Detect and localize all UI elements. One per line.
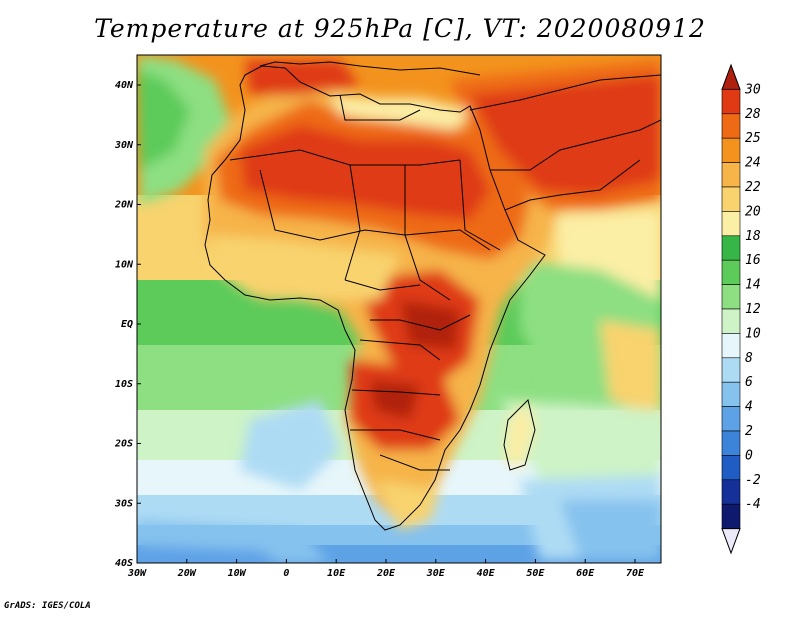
latitude-axis: 40N 30N 20N 10N EQ 10S 20S 30S 40S	[114, 80, 141, 569]
colorbar-swatch	[721, 308, 741, 334]
colorbar-swatch	[721, 113, 741, 139]
lat-tick-label: EQ	[121, 319, 133, 330]
colorbar-swatch	[721, 333, 741, 359]
temperature-field	[137, 55, 661, 563]
lon-tick-label: 0	[283, 568, 289, 579]
coastlines	[204, 61, 661, 531]
lat-tick-label: 30S	[114, 498, 133, 509]
lon-tick-label: 20E	[376, 568, 396, 579]
lon-tick-label: 10W	[228, 568, 247, 579]
colorbar-swatch	[721, 357, 741, 383]
map-title: Temperature at 925hPa [C], VT: 202008091…	[94, 14, 706, 43]
colorbar-swatch	[721, 186, 741, 212]
colorbar-swatch	[721, 284, 741, 310]
colorbar-label: 4	[745, 400, 753, 415]
colorbar-swatch	[721, 503, 741, 529]
lon-tick-label: 50E	[526, 568, 545, 579]
colorbar-swatch	[721, 381, 741, 407]
lon-tick-label: 40E	[477, 568, 496, 579]
lat-tick-label: 10N	[115, 259, 134, 270]
colorbar-swatch	[721, 259, 741, 285]
colorbar-swatch	[721, 63, 741, 90]
colorbar-label: 10	[745, 326, 761, 341]
colorbar-label: 6	[745, 375, 753, 390]
longitude-axis: 30W 20W 10W 0 10E 20E 30E 40E 50E 60E 70E	[127, 559, 645, 579]
colorbar-swatch	[721, 89, 741, 115]
colorbar-swatch	[721, 235, 741, 261]
lat-tick-label: 20S	[114, 439, 133, 450]
colorbar-label: 22	[745, 180, 761, 195]
lat-tick-label: 30N	[114, 140, 134, 151]
credit-text: GrADS: IGES/COLA	[4, 601, 91, 611]
colorbar-label: 25	[745, 131, 761, 146]
colorbar-label: 16	[745, 253, 761, 268]
lon-tick-label: 30W	[127, 568, 147, 579]
colorbar-label: 30	[744, 82, 761, 97]
lon-tick-label: 30E	[426, 568, 446, 579]
colorbar-swatch	[721, 479, 741, 505]
lon-tick-label: 10E	[327, 568, 346, 579]
colorbar-label: 28	[745, 107, 761, 122]
colorbar-swatch	[721, 455, 741, 481]
colorbar-swatch	[721, 162, 741, 188]
colorbar-label: 24	[745, 156, 761, 171]
colorbar-swatch	[721, 430, 741, 456]
colorbar-label: 0	[745, 448, 753, 463]
colorbar-label: 18	[745, 229, 761, 244]
colorbar-swatch	[721, 406, 741, 432]
lat-tick-label: 10S	[115, 379, 133, 390]
colorbar-label: -4	[745, 497, 761, 512]
lat-tick-label: 40S	[115, 558, 133, 569]
colorbar-label: 20	[745, 204, 761, 219]
plot-frame	[136, 54, 662, 564]
colorbar-label: 12	[745, 302, 761, 317]
lon-tick-label: 60E	[576, 568, 595, 579]
lon-tick-label: 70E	[626, 568, 645, 579]
colorbar-swatch	[721, 211, 741, 237]
lat-tick-label: 40N	[115, 80, 134, 91]
colorbar-label: 14	[745, 278, 761, 293]
lon-tick-label: 20W	[177, 568, 197, 579]
colorbar-label: 2	[745, 424, 753, 439]
colorbar-label: 8	[745, 351, 753, 366]
colorbar-swatch	[721, 137, 741, 163]
lat-tick-label: 20N	[114, 200, 134, 211]
colorbar-label: -2	[745, 473, 761, 488]
colorbar-swatch	[721, 528, 741, 555]
